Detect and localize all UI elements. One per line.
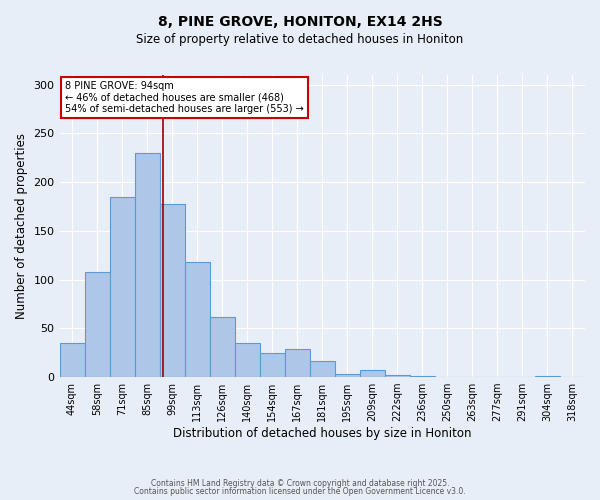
Bar xyxy=(235,343,260,377)
Bar xyxy=(410,376,435,377)
Bar xyxy=(285,349,310,377)
Bar xyxy=(260,352,285,377)
Bar xyxy=(310,360,335,377)
X-axis label: Distribution of detached houses by size in Honiton: Distribution of detached houses by size … xyxy=(173,427,472,440)
Bar xyxy=(385,375,410,377)
Bar xyxy=(134,153,160,377)
Bar xyxy=(160,204,185,377)
Text: 8 PINE GROVE: 94sqm
← 46% of detached houses are smaller (468)
54% of semi-detac: 8 PINE GROVE: 94sqm ← 46% of detached ho… xyxy=(65,80,304,114)
Y-axis label: Number of detached properties: Number of detached properties xyxy=(15,133,28,319)
Bar xyxy=(360,370,385,377)
Bar xyxy=(110,197,134,377)
Bar xyxy=(85,272,110,377)
Text: Contains public sector information licensed under the Open Government Licence v3: Contains public sector information licen… xyxy=(134,487,466,496)
Text: 8, PINE GROVE, HONITON, EX14 2HS: 8, PINE GROVE, HONITON, EX14 2HS xyxy=(158,15,442,29)
Text: Size of property relative to detached houses in Honiton: Size of property relative to detached ho… xyxy=(136,32,464,46)
Bar xyxy=(59,343,85,377)
Bar xyxy=(335,374,360,377)
Bar xyxy=(535,376,560,377)
Text: Contains HM Land Registry data © Crown copyright and database right 2025.: Contains HM Land Registry data © Crown c… xyxy=(151,478,449,488)
Bar xyxy=(209,316,235,377)
Bar xyxy=(185,262,209,377)
